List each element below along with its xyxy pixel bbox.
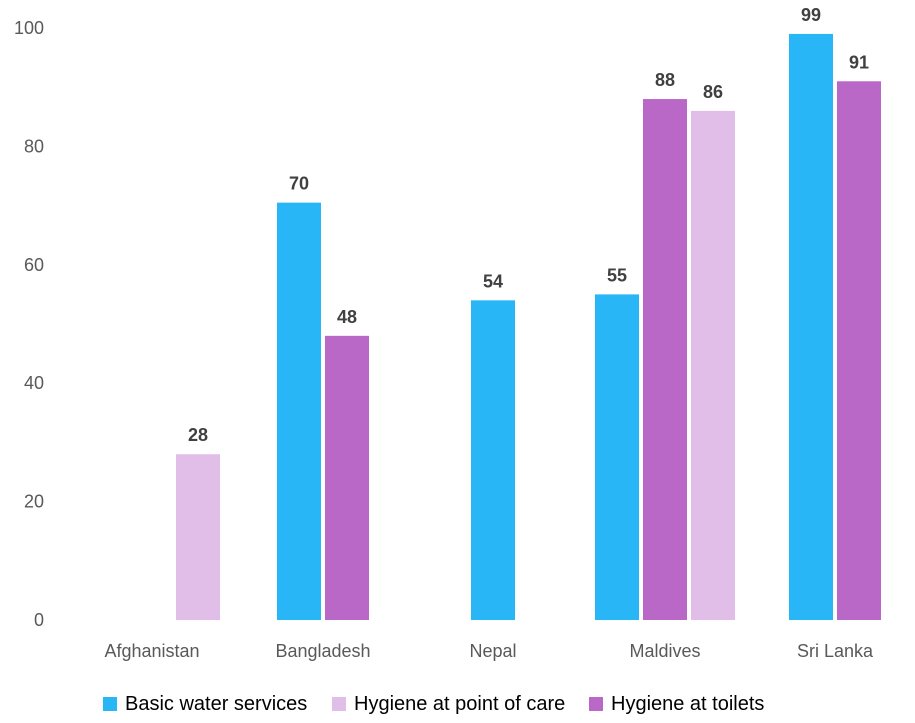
bar-maldives-hygiene-at-toilets [643, 99, 687, 621]
x-axis-ticks: Afghanistan Bangladesh Nepal Maldives Sri La… [104, 641, 874, 661]
data-label-bangladesh-basic-water-services: 70 [289, 174, 309, 194]
data-label-sri-lanka-basic-water-services: 99 [801, 5, 821, 25]
legend-label-hygiene-at-toilets: Hygiene at toilets [611, 693, 764, 715]
y-tick-label-20: 20 [24, 492, 44, 512]
x-tick-label-maldives: Maldives [629, 641, 700, 661]
bar-sri-lanka-basic-water-services [789, 33, 833, 621]
bars [176, 33, 881, 621]
y-tick-label-60: 60 [24, 255, 44, 275]
y-tick-label-100: 100 [14, 18, 44, 38]
bar-afghanistan-hygiene-at-point-of-care [176, 454, 220, 620]
bar-bangladesh-basic-water-services [277, 202, 321, 620]
data-label-afghanistan-hygiene-at-point-of-care: 28 [188, 425, 208, 445]
data-label-maldives-hygiene-at-point-of-care: 86 [703, 82, 723, 102]
y-axis-ticks: 0 20 40 60 80 100 [14, 18, 44, 630]
legend-swatch-hygiene-at-toilets [589, 697, 603, 711]
data-label-maldives-hygiene-at-toilets: 88 [655, 70, 675, 90]
bar-nepal-basic-water-services [471, 300, 515, 620]
bar-maldives-basic-water-services [595, 294, 639, 620]
legend-swatch-basic-water-services [103, 697, 117, 711]
legend-label-basic-water-services: Basic water services [125, 693, 307, 715]
data-label-bangladesh-hygiene-at-toilets: 48 [337, 307, 357, 327]
legend-label-hygiene-at-point-of-care: Hygiene at point of care [354, 693, 565, 715]
data-label-nepal-basic-water-services: 54 [483, 271, 503, 291]
x-tick-label-afghanistan: Afghanistan [104, 641, 199, 661]
x-tick-label-nepal: Nepal [469, 641, 516, 661]
y-tick-label-0: 0 [34, 610, 44, 630]
legend: Basic water services Hygiene at point of … [103, 693, 764, 715]
x-tick-label-sri-lanka: Sri Lanka [797, 641, 874, 661]
bar-maldives-hygiene-at-point-of-care [691, 110, 735, 620]
y-tick-label-80: 80 [24, 136, 44, 156]
bar-sri-lanka-hygiene-at-toilets [837, 81, 881, 620]
data-label-maldives-basic-water-services: 55 [607, 265, 627, 285]
bar-bangladesh-hygiene-at-toilets [325, 335, 369, 620]
y-tick-label-40: 40 [24, 373, 44, 393]
x-tick-label-bangladesh: Bangladesh [275, 641, 370, 661]
data-label-sri-lanka-hygiene-at-toilets: 91 [849, 52, 869, 72]
legend-swatch-hygiene-at-point-of-care [332, 697, 346, 711]
data-labels: 28 70 48 54 55 88 86 99 91 [188, 5, 869, 445]
